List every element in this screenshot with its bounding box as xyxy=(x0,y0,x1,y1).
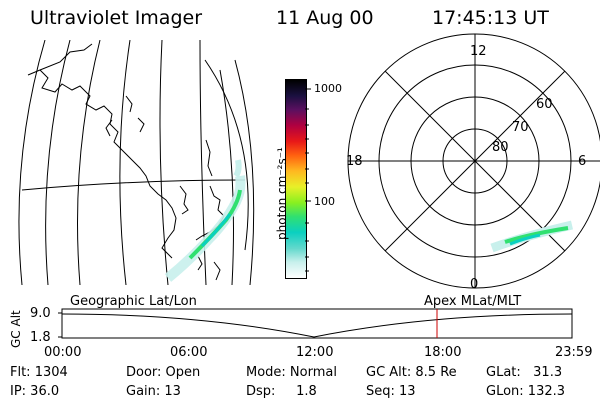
timeline-ytick-1.8: 1.8 xyxy=(30,330,51,345)
coastline-islands xyxy=(105,95,145,137)
info-flight: Flt: 1304 xyxy=(10,365,68,380)
timeline-frame xyxy=(61,308,573,339)
info-gc-altitude: GC Alt: 8.5 Re xyxy=(366,365,457,380)
mlt-label-0: 0 xyxy=(470,277,479,292)
colorbar-tick-1000: 1000 xyxy=(314,82,342,95)
coastline-asia-interior xyxy=(39,43,93,71)
info-sequence: Seq: 13 xyxy=(366,384,416,399)
timeline-left-title: Geographic Lat/Lon xyxy=(70,294,197,309)
lat-label-60: 60 xyxy=(536,97,553,112)
info-ip: IP: 36.0 xyxy=(10,384,60,399)
aurora-emission-geographic xyxy=(164,159,246,282)
aurora-emission-polar xyxy=(490,220,574,253)
longitude-line xyxy=(119,40,131,285)
mlt-label-12: 12 xyxy=(470,44,487,59)
earth-limb xyxy=(204,59,249,251)
longitude-line xyxy=(234,59,255,285)
timeline-right-title: Apex MLat/MLT xyxy=(424,294,522,309)
timeline-ytick-9: 9.0 xyxy=(30,306,51,321)
info-gain: Gain: 13 xyxy=(126,384,181,399)
longitude-line xyxy=(45,40,71,285)
coastline-taiwan xyxy=(197,255,203,271)
lat-label-80: 80 xyxy=(492,140,509,155)
mlt-label-6: 6 xyxy=(578,154,587,169)
coastline-asia xyxy=(27,69,177,259)
polar-axis-diag xyxy=(384,70,566,252)
info-glat: GLat: 31.3 xyxy=(486,365,563,380)
time-label: 17:45:13 UT xyxy=(432,7,549,29)
info-door: Door: Open xyxy=(126,365,201,380)
instrument-title: Ultraviolet Imager xyxy=(30,7,203,29)
info-mode: Mode: Normal xyxy=(246,365,337,380)
coastline-korea xyxy=(179,185,189,215)
timeline-xtick-2359: 23:59 xyxy=(555,345,593,360)
longitude-line xyxy=(159,40,169,285)
coastline-sakhalin xyxy=(205,139,213,177)
colorbar xyxy=(285,79,307,279)
info-dsp: Dsp: 1.8 xyxy=(246,384,317,399)
latitude-line xyxy=(21,179,246,191)
lat-label-70: 70 xyxy=(512,120,529,135)
colorbar-tick-100: 100 xyxy=(314,195,335,208)
date-label: 11 Aug 00 xyxy=(276,7,374,29)
longitude-line xyxy=(18,40,46,285)
mlt-label-18: 18 xyxy=(346,154,363,169)
coastline-philippines xyxy=(213,261,221,281)
info-glon: GLon: 132.3 xyxy=(486,384,566,399)
timeline-xtick-0000: 00:00 xyxy=(44,345,82,360)
longitude-line xyxy=(77,40,101,285)
colorbar-axis xyxy=(305,88,311,272)
longitude-line xyxy=(219,69,234,285)
altitude-curve xyxy=(61,313,573,338)
timeline-xtick-1200: 12:00 xyxy=(296,345,334,360)
timeline-xtick-0600: 06:00 xyxy=(170,345,208,360)
longitude-line xyxy=(199,40,207,285)
timeline-xtick-1800: 18:00 xyxy=(424,345,462,360)
